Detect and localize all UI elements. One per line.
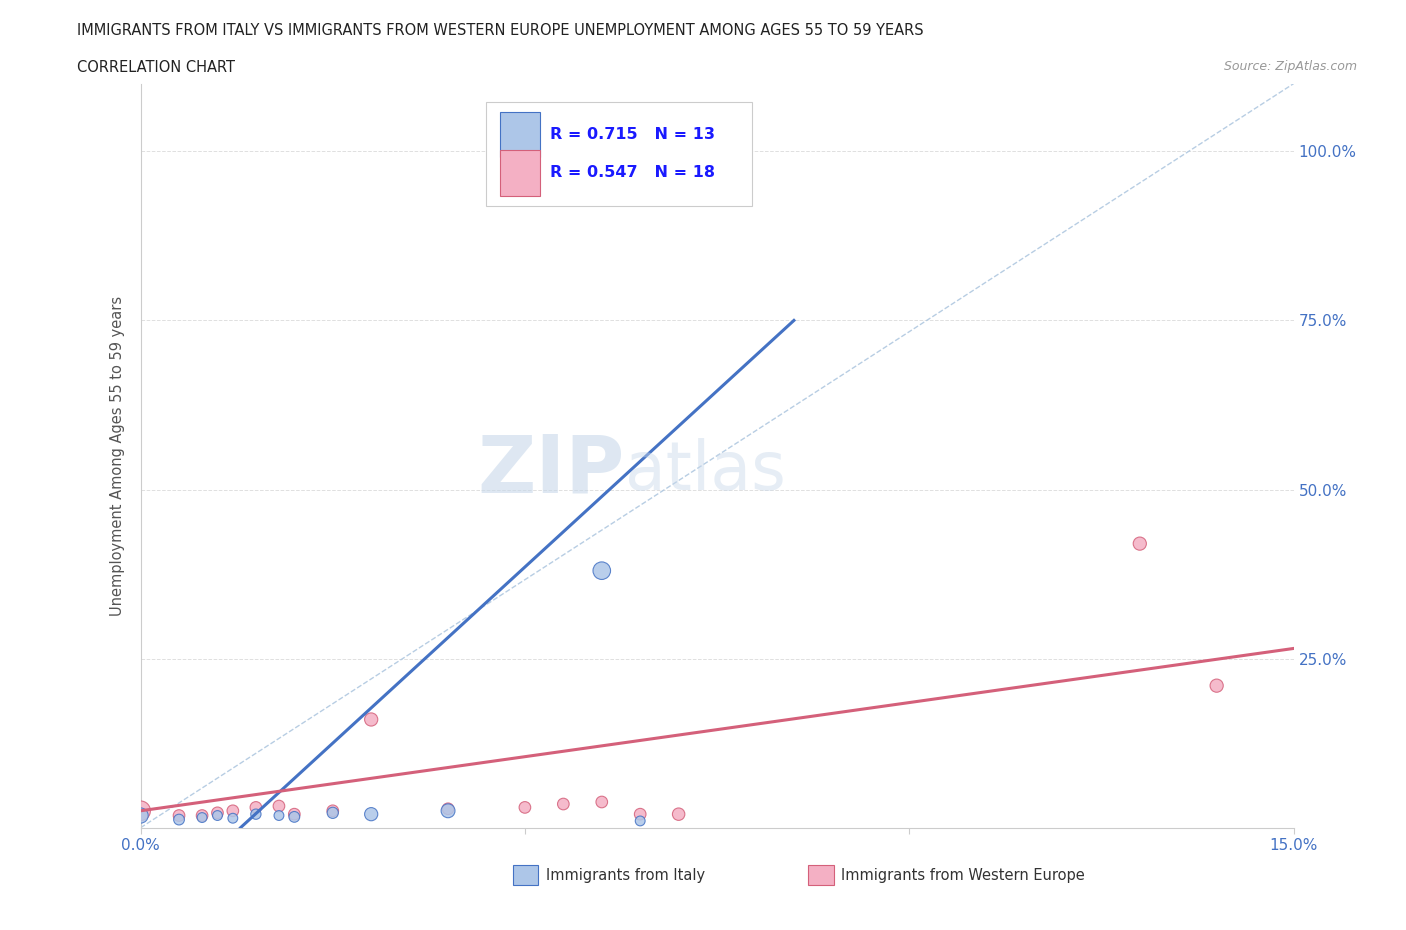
Text: IMMIGRANTS FROM ITALY VS IMMIGRANTS FROM WESTERN EUROPE UNEMPLOYMENT AMONG AGES : IMMIGRANTS FROM ITALY VS IMMIGRANTS FROM… [77, 23, 924, 38]
Text: atlas: atlas [624, 438, 786, 503]
Point [245, 806, 267, 821]
Point [628, 814, 651, 829]
Point [1205, 678, 1227, 693]
Point [591, 794, 613, 809]
FancyBboxPatch shape [501, 112, 540, 157]
FancyBboxPatch shape [501, 151, 540, 195]
Text: CORRELATION CHART: CORRELATION CHART [77, 60, 235, 75]
FancyBboxPatch shape [486, 102, 752, 206]
Text: Source: ZipAtlas.com: Source: ZipAtlas.com [1223, 60, 1357, 73]
Point [437, 802, 460, 817]
Text: R = 0.547   N = 18: R = 0.547 N = 18 [550, 166, 714, 180]
Point [628, 806, 651, 821]
Point [167, 808, 190, 823]
Point [129, 804, 152, 818]
Point [322, 804, 344, 818]
Point [267, 808, 290, 823]
Text: ZIP: ZIP [478, 432, 624, 510]
Y-axis label: Unemployment Among Ages 55 to 59 years: Unemployment Among Ages 55 to 59 years [110, 296, 125, 616]
Point [283, 806, 305, 821]
Text: Immigrants from Western Europe: Immigrants from Western Europe [841, 868, 1084, 883]
Point [1129, 537, 1152, 551]
Point [222, 804, 245, 818]
Point [191, 810, 214, 825]
Point [207, 805, 229, 820]
Point [207, 808, 229, 823]
Point [513, 800, 536, 815]
Point [360, 806, 382, 821]
Point [668, 806, 690, 821]
Point [167, 812, 190, 827]
Point [360, 712, 382, 727]
Text: Immigrants from Italy: Immigrants from Italy [546, 868, 704, 883]
Point [322, 805, 344, 820]
Point [245, 800, 267, 815]
Point [267, 799, 290, 814]
Point [283, 809, 305, 824]
Point [553, 797, 575, 812]
Point [591, 564, 613, 578]
Point [437, 804, 460, 818]
Point [222, 811, 245, 826]
Point [129, 808, 152, 823]
Text: R = 0.715   N = 13: R = 0.715 N = 13 [550, 126, 714, 141]
Point [191, 808, 214, 823]
